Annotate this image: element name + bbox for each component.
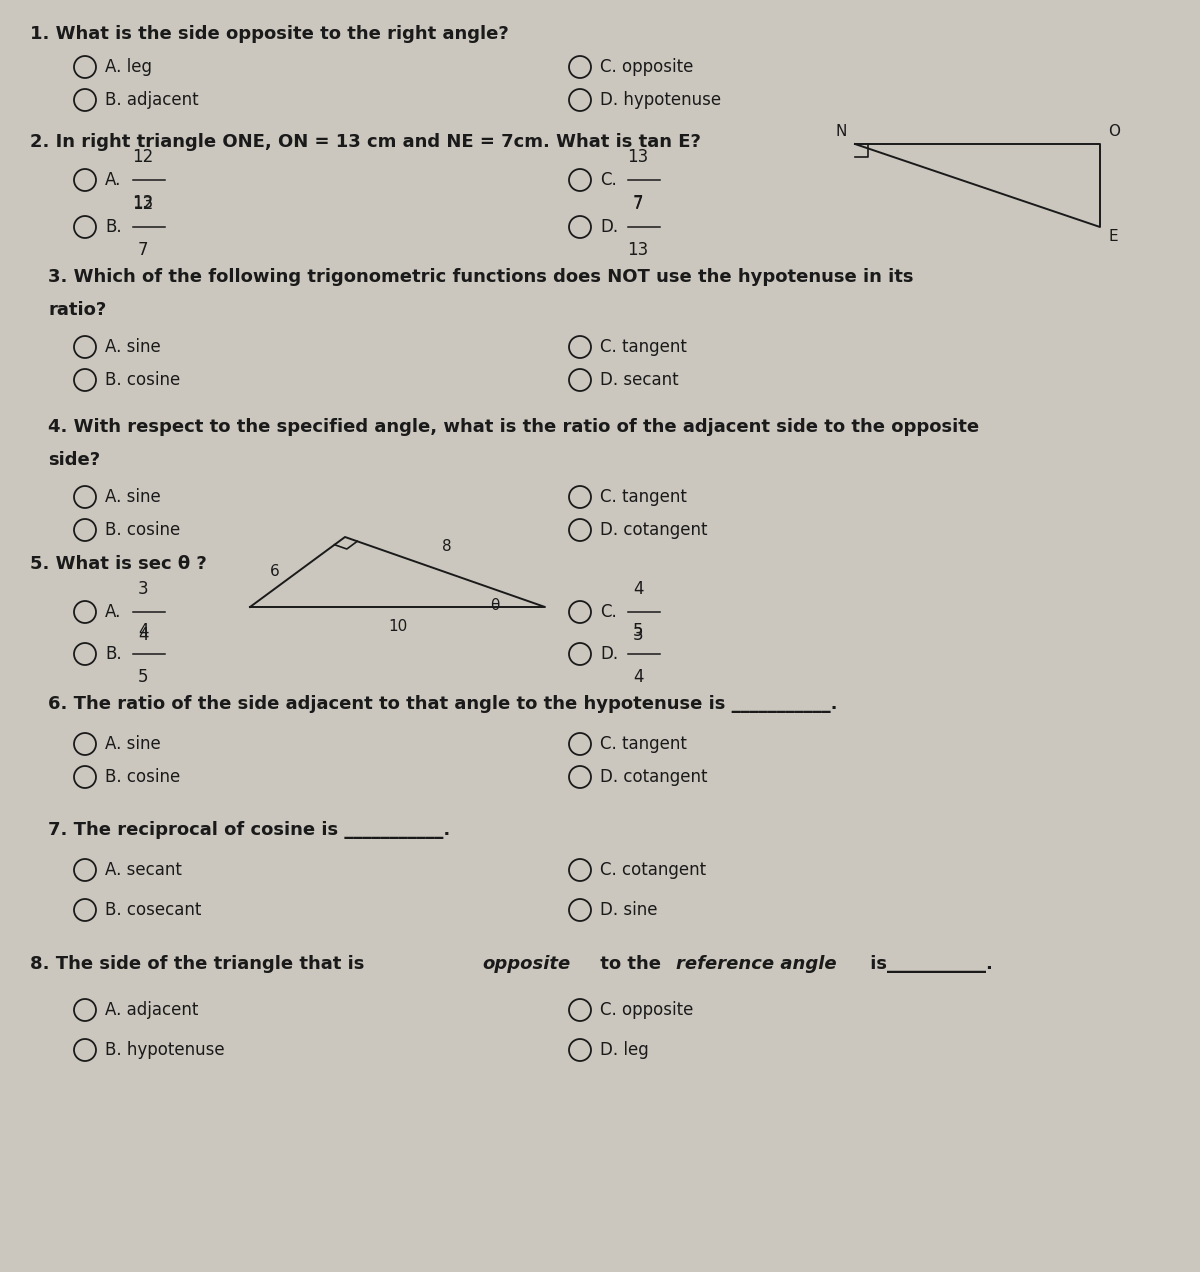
Text: D. cotangent: D. cotangent bbox=[600, 522, 708, 539]
Text: side?: side? bbox=[48, 452, 100, 469]
Text: 4: 4 bbox=[632, 580, 643, 598]
Text: C. tangent: C. tangent bbox=[600, 488, 686, 506]
Text: ratio?: ratio? bbox=[48, 301, 107, 319]
Text: C. cotangent: C. cotangent bbox=[600, 861, 706, 879]
Text: O: O bbox=[1108, 123, 1120, 139]
Text: B. adjacent: B. adjacent bbox=[106, 92, 199, 109]
Text: C. opposite: C. opposite bbox=[600, 1001, 694, 1019]
Text: opposite: opposite bbox=[482, 955, 570, 973]
Text: A. adjacent: A. adjacent bbox=[106, 1001, 198, 1019]
Text: 12: 12 bbox=[132, 196, 154, 214]
Text: A. sine: A. sine bbox=[106, 338, 161, 356]
Text: 12: 12 bbox=[132, 149, 154, 167]
Text: C. tangent: C. tangent bbox=[600, 338, 686, 356]
Text: 4: 4 bbox=[138, 626, 149, 644]
Text: 4. With respect to the specified angle, what is the ratio of the adjacent side t: 4. With respect to the specified angle, … bbox=[48, 418, 979, 436]
Text: D.: D. bbox=[600, 218, 618, 237]
Text: 7: 7 bbox=[632, 193, 643, 211]
Text: 2. In right triangle ONE, ON = 13 cm and NE = 7cm. What is tan E?: 2. In right triangle ONE, ON = 13 cm and… bbox=[30, 134, 701, 151]
Text: reference angle: reference angle bbox=[676, 955, 836, 973]
Text: D. sine: D. sine bbox=[600, 901, 658, 918]
Text: E: E bbox=[1108, 229, 1117, 244]
Text: 5. What is sec θ ?: 5. What is sec θ ? bbox=[30, 555, 206, 572]
Text: C. opposite: C. opposite bbox=[600, 59, 694, 76]
Text: B. hypotenuse: B. hypotenuse bbox=[106, 1040, 224, 1060]
Text: A. sine: A. sine bbox=[106, 735, 161, 753]
Text: 3. Which of the following trigonometric functions does NOT use the hypotenuse in: 3. Which of the following trigonometric … bbox=[48, 268, 913, 286]
Text: 7. The reciprocal of cosine is ___________.: 7. The reciprocal of cosine is _________… bbox=[48, 820, 450, 840]
Text: C.: C. bbox=[600, 603, 617, 621]
Text: B. cosine: B. cosine bbox=[106, 768, 180, 786]
Text: 8. The side of the triangle that is: 8. The side of the triangle that is bbox=[30, 955, 371, 973]
Text: 7: 7 bbox=[632, 196, 643, 214]
Text: 5: 5 bbox=[632, 622, 643, 640]
Text: C. tangent: C. tangent bbox=[600, 735, 686, 753]
Text: B. cosine: B. cosine bbox=[106, 522, 180, 539]
Text: 4: 4 bbox=[632, 668, 643, 686]
Text: B. cosecant: B. cosecant bbox=[106, 901, 202, 918]
Text: A.: A. bbox=[106, 170, 121, 190]
Text: 6. The ratio of the side adjacent to that angle to the hypotenuse is ___________: 6. The ratio of the side adjacent to tha… bbox=[48, 695, 838, 714]
Text: is___________.: is___________. bbox=[864, 955, 992, 973]
Text: 7: 7 bbox=[138, 240, 149, 258]
Text: 3: 3 bbox=[138, 580, 149, 598]
Text: 3: 3 bbox=[632, 626, 643, 644]
Text: A. secant: A. secant bbox=[106, 861, 182, 879]
Text: A. leg: A. leg bbox=[106, 59, 152, 76]
Text: N: N bbox=[835, 123, 847, 139]
Text: B.: B. bbox=[106, 645, 121, 663]
Text: D. leg: D. leg bbox=[600, 1040, 649, 1060]
Text: to the: to the bbox=[594, 955, 667, 973]
Text: 13: 13 bbox=[132, 193, 154, 211]
Text: B.: B. bbox=[106, 218, 121, 237]
Text: D. hypotenuse: D. hypotenuse bbox=[600, 92, 721, 109]
Text: D. cotangent: D. cotangent bbox=[600, 768, 708, 786]
Text: 6: 6 bbox=[270, 565, 280, 580]
Text: 8: 8 bbox=[442, 539, 452, 555]
Text: D. secant: D. secant bbox=[600, 371, 679, 389]
Text: θ: θ bbox=[491, 598, 499, 613]
Text: 1. What is the side opposite to the right angle?: 1. What is the side opposite to the righ… bbox=[30, 25, 509, 43]
Text: C.: C. bbox=[600, 170, 617, 190]
Text: 13: 13 bbox=[628, 149, 649, 167]
Text: 10: 10 bbox=[388, 619, 407, 633]
Text: B. cosine: B. cosine bbox=[106, 371, 180, 389]
Text: 5: 5 bbox=[138, 668, 149, 686]
Text: D.: D. bbox=[600, 645, 618, 663]
Text: A. sine: A. sine bbox=[106, 488, 161, 506]
Text: 13: 13 bbox=[628, 240, 649, 258]
Text: 4: 4 bbox=[138, 622, 149, 640]
Text: A.: A. bbox=[106, 603, 121, 621]
